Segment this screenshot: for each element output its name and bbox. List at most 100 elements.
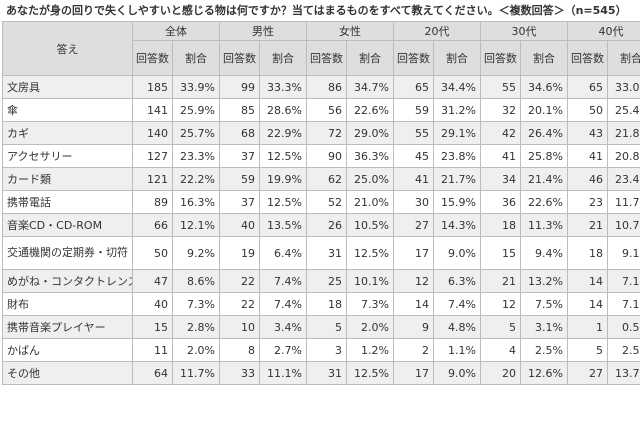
row-item-label: 音楽CD・CD-ROM — [2, 213, 133, 237]
cell-ratio: 20.8% — [607, 144, 640, 168]
cell-ratio: 7.1% — [607, 269, 640, 293]
cell-ratio: 34.4% — [433, 75, 481, 99]
sub-header-ratio: 割合 — [607, 40, 640, 76]
cell-ratio: 29.1% — [433, 121, 481, 145]
table-row: カギ 140 25.7% 68 22.9% 72 29.0% 55 29.1% 42 26.4% 43… — [2, 121, 640, 145]
sub-header-ratio: 割合 — [346, 40, 394, 76]
cell-count: 66 — [132, 213, 173, 237]
cell-ratio: 6.3% — [433, 269, 481, 293]
cell-ratio: 15.9% — [433, 190, 481, 214]
cell-count: 4 — [480, 338, 521, 362]
cell-count: 65 — [393, 75, 434, 99]
results-table: 答え 全体 男性 女性 20代 30代 40代 回答数 割合 回答数 割合 回答数 割合回… — [2, 21, 640, 385]
cell-count: 56 — [306, 98, 347, 122]
cell-count: 46 — [567, 167, 608, 191]
cell-count: 55 — [393, 121, 434, 145]
table-row: その他 64 11.7% 33 11.1% 31 12.5% 17 9.0% 20 12.6% 27 1… — [2, 361, 640, 385]
cell-count: 14 — [393, 292, 434, 316]
cell-count: 14 — [567, 292, 608, 316]
cell-count: 72 — [306, 121, 347, 145]
cell-count: 41 — [480, 144, 521, 168]
sub-header-count: 回答数 — [219, 40, 260, 76]
cell-count: 185 — [132, 75, 173, 99]
group-header-30s: 30代 — [480, 21, 568, 41]
cell-count: 65 — [567, 75, 608, 99]
cell-ratio: 25.7% — [172, 121, 220, 145]
sub-header-count: 回答数 — [393, 40, 434, 76]
cell-ratio: 4.8% — [433, 315, 481, 339]
cell-count: 37 — [219, 190, 260, 214]
cell-ratio: 2.5% — [520, 338, 568, 362]
cell-count: 15 — [132, 315, 173, 339]
cell-count: 21 — [567, 213, 608, 237]
cell-count: 11 — [132, 338, 173, 362]
cell-ratio: 22.6% — [520, 190, 568, 214]
cell-count: 26 — [306, 213, 347, 237]
cell-ratio: 8.6% — [172, 269, 220, 293]
cell-ratio: 12.1% — [172, 213, 220, 237]
cell-count: 41 — [567, 144, 608, 168]
cell-count: 50 — [132, 236, 173, 270]
cell-ratio: 2.0% — [172, 338, 220, 362]
cell-count: 21 — [480, 269, 521, 293]
answer-column-header: 答え — [2, 21, 133, 76]
row-item-label: 携帯音楽プレイヤー — [2, 315, 133, 339]
table-row: 交通機関の定期券・切符 50 9.2% 19 6.4% 31 12.5% 17 9.0% 15 9.… — [2, 236, 640, 270]
cell-ratio: 14.3% — [433, 213, 481, 237]
cell-ratio: 11.1% — [259, 361, 307, 385]
cell-ratio: 9.0% — [433, 361, 481, 385]
cell-ratio: 21.4% — [520, 167, 568, 191]
sub-header-ratio: 割合 — [172, 40, 220, 76]
cell-ratio: 2.7% — [259, 338, 307, 362]
cell-ratio: 13.5% — [259, 213, 307, 237]
cell-ratio: 7.3% — [172, 292, 220, 316]
cell-ratio: 13.7% — [607, 361, 640, 385]
cell-ratio: 31.2% — [433, 98, 481, 122]
cell-ratio: 25.9% — [172, 98, 220, 122]
cell-count: 17 — [393, 236, 434, 270]
cell-count: 140 — [132, 121, 173, 145]
row-item-label: 交通機関の定期券・切符 — [2, 236, 133, 270]
table-row: アクセサリー 127 23.3% 37 12.5% 90 36.3% 45 23.8% 41 25.… — [2, 144, 640, 168]
cell-ratio: 22.6% — [346, 98, 394, 122]
sub-header-ratio: 割合 — [433, 40, 481, 76]
cell-count: 59 — [219, 167, 260, 191]
group-header-20s: 20代 — [393, 21, 481, 41]
cell-ratio: 2.5% — [607, 338, 640, 362]
row-item-label: アクセサリー — [2, 144, 133, 168]
cell-ratio: 25.8% — [520, 144, 568, 168]
cell-ratio: 3.4% — [259, 315, 307, 339]
cell-count: 41 — [393, 167, 434, 191]
cell-ratio: 3.1% — [520, 315, 568, 339]
cell-ratio: 23.3% — [172, 144, 220, 168]
cell-count: 121 — [132, 167, 173, 191]
table-row: 文房具 185 33.9% 99 33.3% 86 34.7% 65 34.4% 55 34.6% 6… — [2, 75, 640, 99]
cell-ratio: 7.4% — [259, 269, 307, 293]
cell-count: 45 — [393, 144, 434, 168]
group-header-female: 女性 — [306, 21, 394, 41]
group-header-total: 全体 — [132, 21, 220, 41]
cell-count: 2 — [393, 338, 434, 362]
cell-count: 40 — [132, 292, 173, 316]
cell-ratio: 7.4% — [433, 292, 481, 316]
cell-ratio: 10.7% — [607, 213, 640, 237]
cell-count: 52 — [306, 190, 347, 214]
cell-ratio: 9.1% — [607, 236, 640, 270]
cell-count: 15 — [480, 236, 521, 270]
cell-ratio: 23.8% — [433, 144, 481, 168]
row-item-label: 財布 — [2, 292, 133, 316]
cell-count: 23 — [567, 190, 608, 214]
cell-ratio: 0.5% — [607, 315, 640, 339]
cell-ratio: 23.4% — [607, 167, 640, 191]
row-item-label: かばん — [2, 338, 133, 362]
cell-ratio: 7.4% — [259, 292, 307, 316]
cell-ratio: 22.9% — [259, 121, 307, 145]
row-item-label: 傘 — [2, 98, 133, 122]
cell-count: 31 — [306, 236, 347, 270]
cell-ratio: 21.7% — [433, 167, 481, 191]
cell-ratio: 1.1% — [433, 338, 481, 362]
cell-count: 43 — [567, 121, 608, 145]
sub-header-ratio: 割合 — [259, 40, 307, 76]
cell-count: 127 — [132, 144, 173, 168]
